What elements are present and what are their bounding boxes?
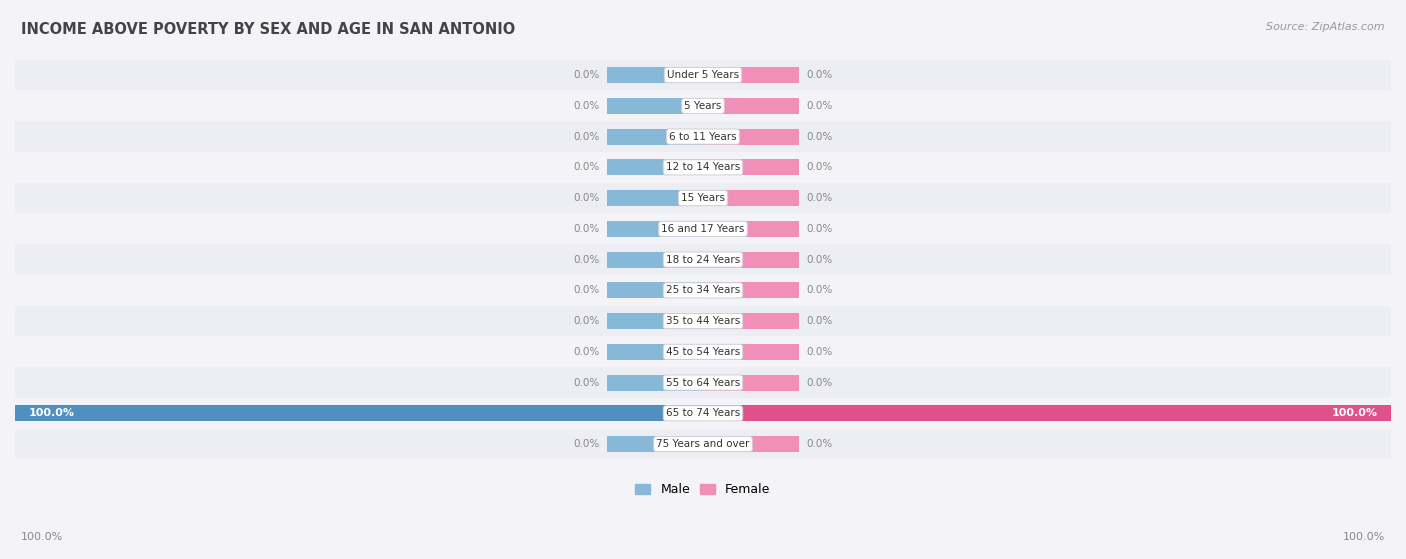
- Bar: [15, 405, 703, 421]
- Bar: [606, 375, 703, 391]
- Bar: [15, 91, 1391, 121]
- Bar: [703, 436, 800, 452]
- Bar: [15, 306, 1391, 337]
- Text: 12 to 14 Years: 12 to 14 Years: [666, 162, 740, 172]
- Text: 0.0%: 0.0%: [806, 70, 832, 80]
- Bar: [606, 221, 703, 237]
- Bar: [703, 344, 800, 360]
- Bar: [15, 275, 1391, 306]
- Text: 0.0%: 0.0%: [574, 347, 600, 357]
- Text: 0.0%: 0.0%: [806, 131, 832, 141]
- Bar: [703, 375, 800, 391]
- Text: 0.0%: 0.0%: [574, 70, 600, 80]
- Bar: [703, 221, 800, 237]
- Text: 0.0%: 0.0%: [574, 316, 600, 326]
- Text: 0.0%: 0.0%: [806, 162, 832, 172]
- Text: 0.0%: 0.0%: [574, 162, 600, 172]
- Text: 65 to 74 Years: 65 to 74 Years: [666, 408, 740, 418]
- Bar: [15, 337, 1391, 367]
- Bar: [606, 436, 703, 452]
- Bar: [703, 67, 800, 83]
- Text: 0.0%: 0.0%: [806, 224, 832, 234]
- Bar: [606, 129, 703, 145]
- Text: 0.0%: 0.0%: [574, 377, 600, 387]
- Bar: [606, 159, 703, 176]
- Text: 100.0%: 100.0%: [28, 408, 75, 418]
- Text: 0.0%: 0.0%: [574, 439, 600, 449]
- Bar: [15, 429, 1391, 459]
- Text: 0.0%: 0.0%: [806, 377, 832, 387]
- Text: 18 to 24 Years: 18 to 24 Years: [666, 254, 740, 264]
- Text: Under 5 Years: Under 5 Years: [666, 70, 740, 80]
- Bar: [703, 313, 800, 329]
- Text: 75 Years and over: 75 Years and over: [657, 439, 749, 449]
- Text: 0.0%: 0.0%: [574, 101, 600, 111]
- Text: 0.0%: 0.0%: [806, 347, 832, 357]
- Text: 0.0%: 0.0%: [806, 285, 832, 295]
- Text: 0.0%: 0.0%: [806, 254, 832, 264]
- Text: Source: ZipAtlas.com: Source: ZipAtlas.com: [1267, 22, 1385, 32]
- Bar: [15, 60, 1391, 91]
- Text: 15 Years: 15 Years: [681, 193, 725, 203]
- Text: 5 Years: 5 Years: [685, 101, 721, 111]
- Bar: [703, 282, 800, 299]
- Bar: [606, 282, 703, 299]
- Bar: [606, 344, 703, 360]
- Text: 16 and 17 Years: 16 and 17 Years: [661, 224, 745, 234]
- Text: 35 to 44 Years: 35 to 44 Years: [666, 316, 740, 326]
- Text: 0.0%: 0.0%: [806, 193, 832, 203]
- Bar: [606, 67, 703, 83]
- Text: 100.0%: 100.0%: [21, 532, 63, 542]
- Text: 25 to 34 Years: 25 to 34 Years: [666, 285, 740, 295]
- Bar: [15, 183, 1391, 214]
- Text: 0.0%: 0.0%: [574, 285, 600, 295]
- Bar: [606, 252, 703, 268]
- Bar: [15, 152, 1391, 183]
- Bar: [606, 98, 703, 114]
- Text: 0.0%: 0.0%: [806, 316, 832, 326]
- Legend: Male, Female: Male, Female: [630, 478, 776, 501]
- Bar: [606, 313, 703, 329]
- Text: 0.0%: 0.0%: [574, 193, 600, 203]
- Text: 0.0%: 0.0%: [574, 254, 600, 264]
- Bar: [15, 244, 1391, 275]
- Bar: [703, 129, 800, 145]
- Bar: [703, 252, 800, 268]
- Bar: [703, 190, 800, 206]
- Bar: [606, 190, 703, 206]
- Text: INCOME ABOVE POVERTY BY SEX AND AGE IN SAN ANTONIO: INCOME ABOVE POVERTY BY SEX AND AGE IN S…: [21, 22, 516, 37]
- Text: 100.0%: 100.0%: [1331, 408, 1378, 418]
- Bar: [703, 98, 800, 114]
- Bar: [703, 159, 800, 176]
- Text: 0.0%: 0.0%: [806, 101, 832, 111]
- Text: 100.0%: 100.0%: [1343, 532, 1385, 542]
- Bar: [703, 405, 1391, 421]
- Bar: [15, 398, 1391, 429]
- Text: 6 to 11 Years: 6 to 11 Years: [669, 131, 737, 141]
- Text: 0.0%: 0.0%: [574, 224, 600, 234]
- Text: 0.0%: 0.0%: [806, 439, 832, 449]
- Bar: [15, 121, 1391, 152]
- Text: 45 to 54 Years: 45 to 54 Years: [666, 347, 740, 357]
- Bar: [15, 367, 1391, 398]
- Text: 0.0%: 0.0%: [574, 131, 600, 141]
- Text: 55 to 64 Years: 55 to 64 Years: [666, 377, 740, 387]
- Bar: [15, 214, 1391, 244]
